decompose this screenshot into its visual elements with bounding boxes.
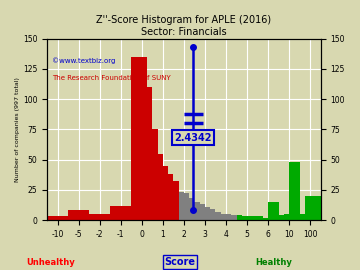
Bar (226, 214, 231, 220)
Text: Unhealthy: Unhealthy (26, 258, 75, 266)
Title: Z''-Score Histogram for APLE (2016)
Sector: Financials: Z''-Score Histogram for APLE (2016) Sect… (96, 15, 271, 37)
Bar (216, 212, 221, 220)
Bar (242, 217, 247, 220)
Bar (284, 214, 289, 220)
Bar (158, 154, 163, 220)
Bar (231, 215, 237, 220)
Bar (174, 181, 179, 220)
Bar (89, 214, 110, 220)
Bar (194, 202, 200, 220)
Text: The Research Foundation of SUNY: The Research Foundation of SUNY (53, 75, 171, 81)
Bar (300, 214, 305, 220)
Bar (200, 204, 205, 220)
Bar (147, 87, 152, 220)
Bar (247, 217, 252, 220)
Bar (279, 215, 284, 220)
Bar (258, 217, 263, 220)
Bar (68, 210, 89, 220)
Bar (305, 196, 310, 220)
Bar (189, 198, 194, 220)
Text: Healthy: Healthy (255, 258, 292, 266)
Bar (184, 194, 189, 220)
Bar (110, 205, 131, 220)
Text: 2.4342: 2.4342 (174, 133, 212, 143)
Bar (179, 192, 184, 220)
Bar (252, 217, 258, 220)
Bar (310, 196, 321, 220)
Text: Score: Score (165, 256, 195, 266)
Bar (289, 162, 300, 220)
Y-axis label: Number of companies (997 total): Number of companies (997 total) (15, 77, 20, 182)
Bar (47, 217, 68, 220)
Bar (163, 166, 168, 220)
Bar (205, 207, 210, 220)
Bar (263, 218, 268, 220)
Bar (210, 209, 216, 220)
Bar (221, 214, 226, 220)
Bar (131, 57, 147, 220)
Bar (168, 174, 174, 220)
Bar (237, 215, 242, 220)
Bar (268, 202, 279, 220)
Bar (152, 129, 158, 220)
Text: ©www.textbiz.org: ©www.textbiz.org (53, 57, 116, 63)
